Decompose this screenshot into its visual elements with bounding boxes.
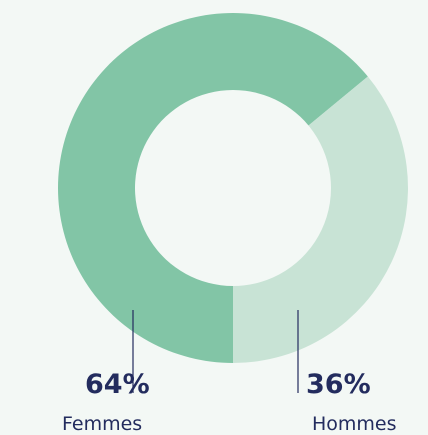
donut-segment xyxy=(57,12,368,363)
value-label: 36% xyxy=(306,369,371,400)
value-label: 64% xyxy=(85,369,150,400)
category-label: Hommes xyxy=(312,413,397,435)
category-label: Femmes xyxy=(62,413,142,435)
donut-segment xyxy=(233,76,408,363)
